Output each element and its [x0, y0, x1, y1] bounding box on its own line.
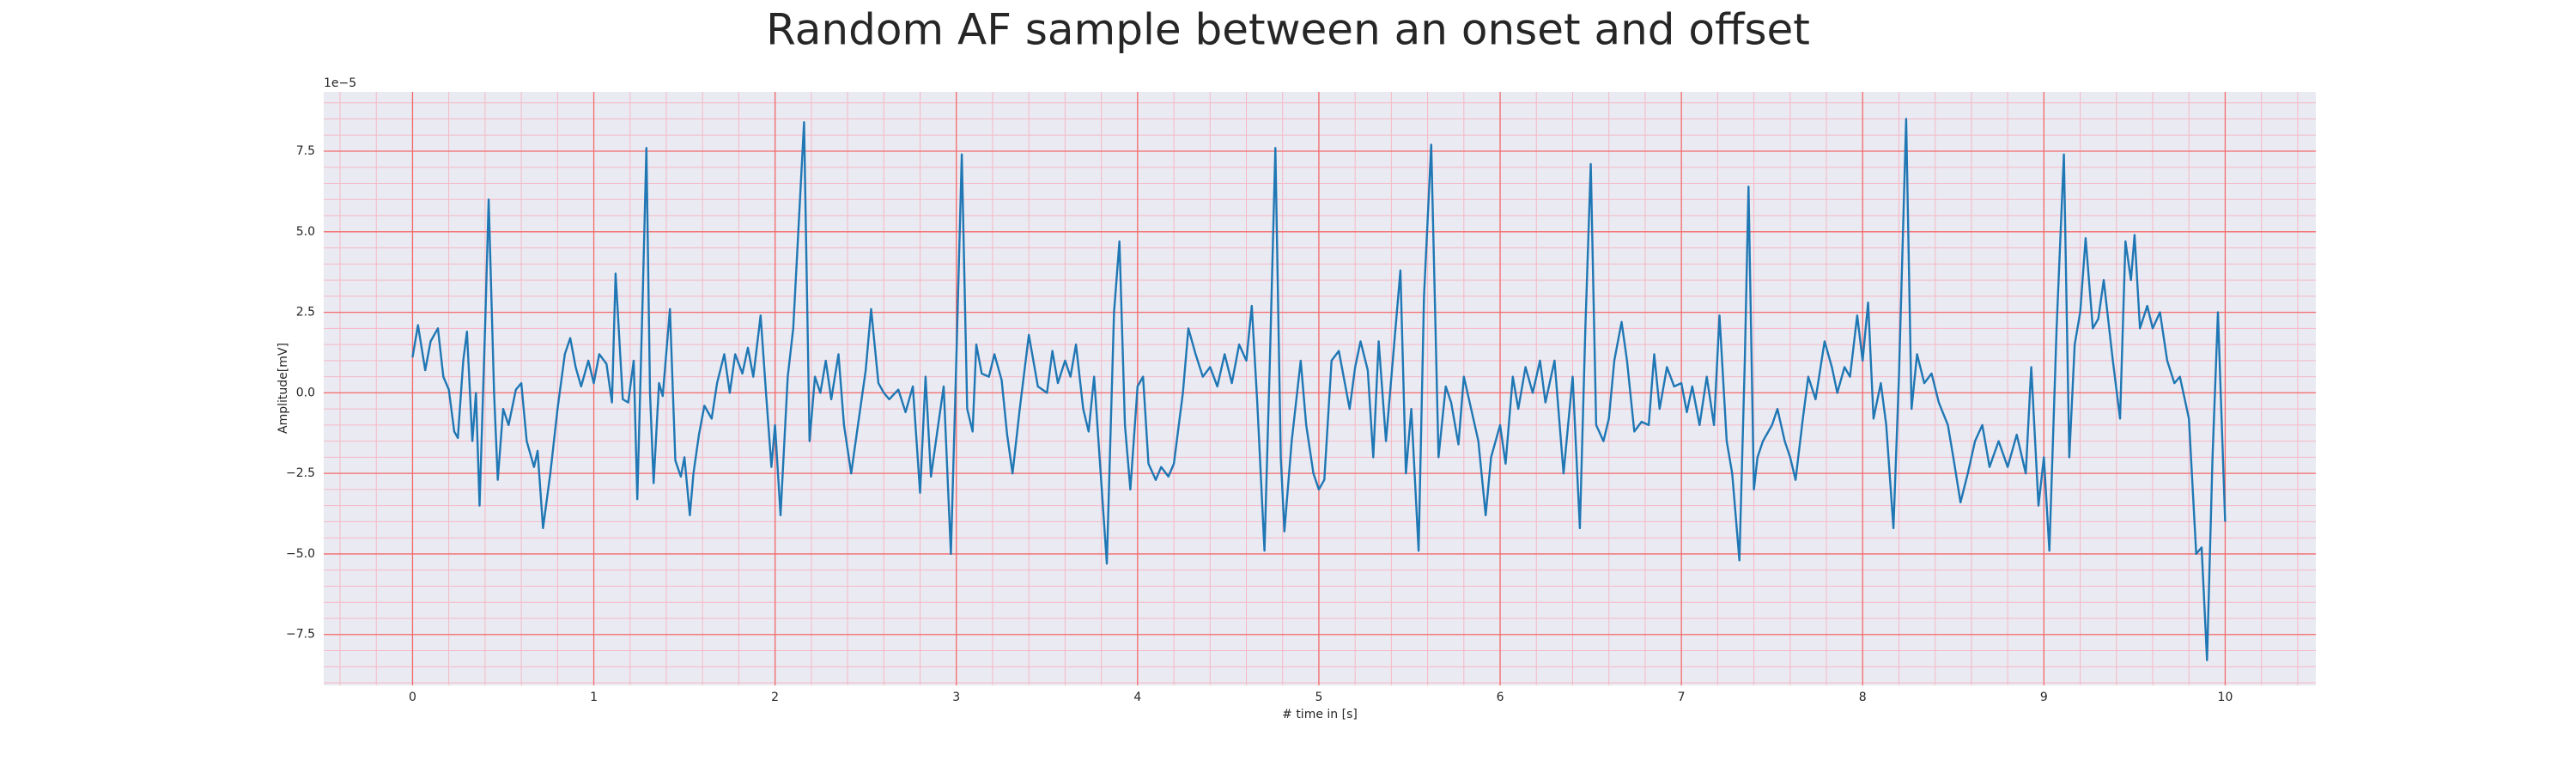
x-tick-label: 5: [1315, 691, 1322, 704]
y-tick-label: 0.0: [296, 386, 315, 399]
x-tick-label: 2: [771, 691, 779, 704]
chart-title: Random AF sample between an onset and of…: [766, 5, 1810, 55]
x-tick-label: 1: [590, 691, 598, 704]
y-offset-label: 1e−5: [324, 76, 356, 90]
grid: [324, 92, 2316, 685]
signal-line: [411, 118, 2227, 661]
y-tick-label: 7.5: [296, 144, 315, 158]
y-axis-label: Amplitude[mV]: [276, 343, 290, 434]
x-tick-label: 8: [1859, 691, 1867, 704]
x-tick-label: 7: [1678, 691, 1686, 704]
x-tick-label: 6: [1497, 691, 1504, 704]
x-tick-label: 10: [2218, 691, 2233, 704]
y-tick-label: 5.0: [296, 225, 315, 239]
x-tick-label: 3: [952, 691, 960, 704]
x-tick-label: 4: [1133, 691, 1141, 704]
y-tick-label: −2.5: [286, 466, 315, 480]
y-tick-label: 2.5: [296, 306, 315, 320]
y-tick-label: −5.0: [286, 547, 315, 561]
x-axis-label: # time in [s]: [1282, 708, 1358, 721]
y-tick-label: −7.5: [286, 628, 315, 642]
x-tick-label: 0: [409, 691, 416, 704]
x-tick-label: 9: [2040, 691, 2048, 704]
